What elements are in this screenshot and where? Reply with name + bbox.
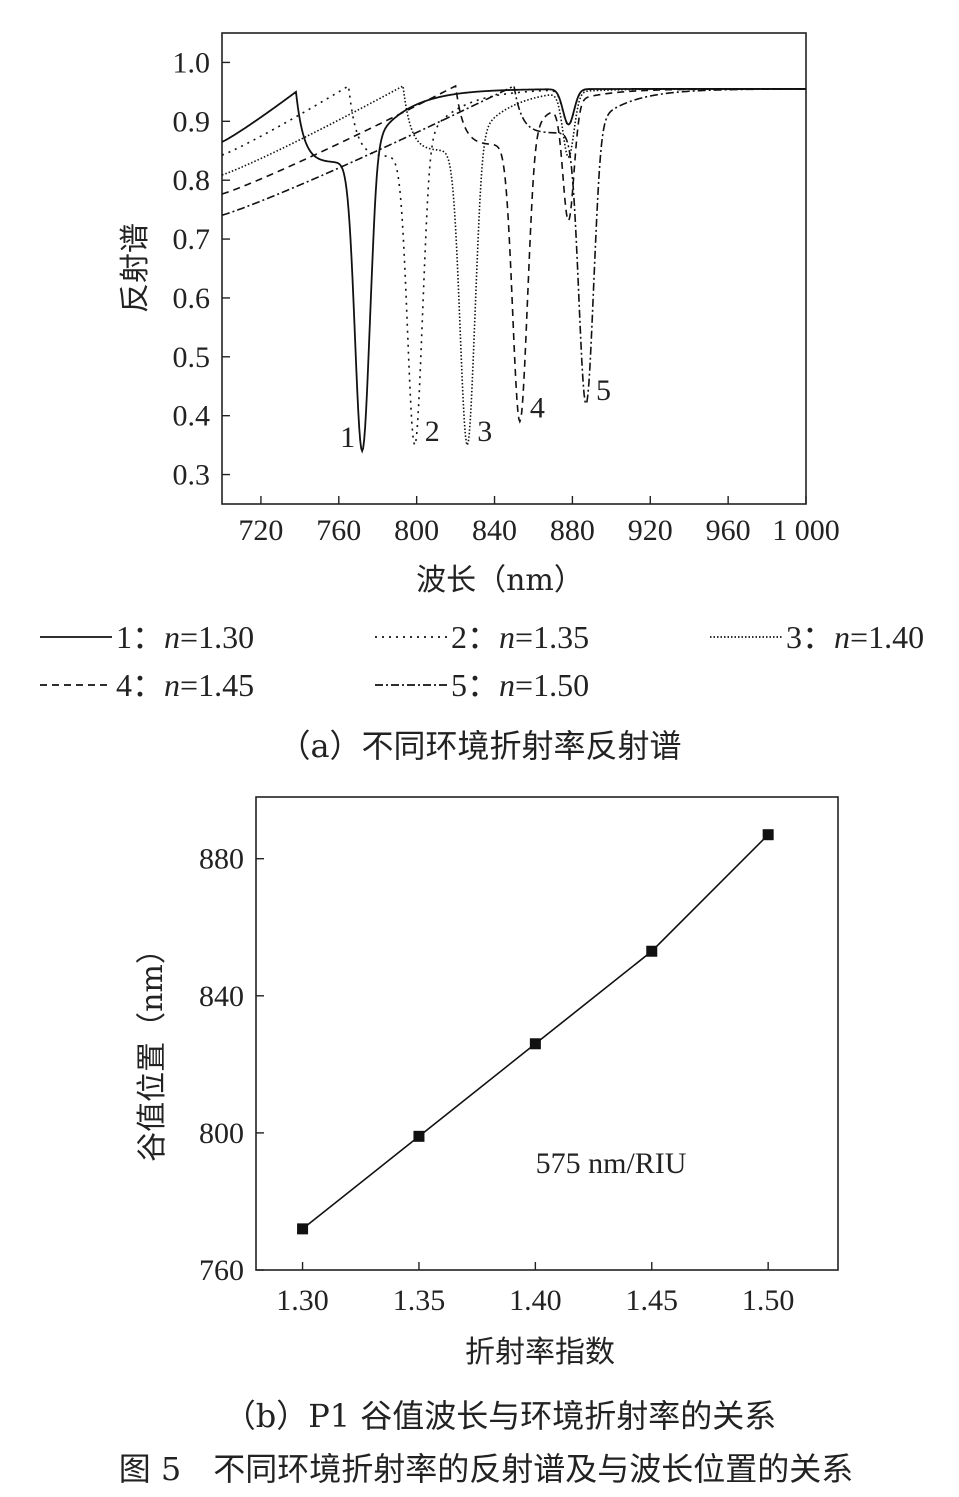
legend-entry-3: 3：n=1.40 (786, 619, 924, 655)
panel-a-curve-label-2: 2 (425, 415, 440, 448)
panel-a-x-axis-label: 波长（nm） (416, 563, 584, 598)
panel-a-y-tick-label: 1.0 (173, 46, 211, 79)
panel-b-x-tick-label: 1.40 (509, 1284, 562, 1317)
panel-a-series-3-line (221, 84, 806, 448)
panel-b-x-tick-label: 1.35 (393, 1284, 446, 1317)
panel-a-y-tick-label: 0.4 (173, 400, 211, 433)
panel-a-x-tick-label: 800 (394, 514, 439, 547)
panel-b-sensitivity-annotation: 575 nm/RIU (536, 1147, 687, 1180)
panel-a-curves (221, 84, 807, 454)
panel-a-x-tick-label: 840 (472, 514, 517, 547)
panel-b-data-point (529, 1038, 541, 1050)
panel-a-curve-label-3: 3 (477, 415, 492, 448)
panel-b-x-tick-label: 1.45 (626, 1284, 679, 1317)
legend-entry-4: 4：n=1.45 (116, 667, 254, 703)
panel-b-series (297, 829, 774, 1235)
panel-a-y-tick-label: 0.5 (173, 341, 211, 374)
panel-a-plot-frame (221, 32, 807, 505)
panel-b-plot-frame (255, 796, 839, 1271)
panel-a-y-ticks: 0.3 0.4 0.5 0.6 0.7 0.8 0.9 1.0 (173, 46, 230, 492)
panel-a-y-tick-label: 0.6 (173, 282, 211, 315)
panel-b-y-ticks: 760 800 840 880 (199, 843, 264, 1287)
panel-a-x-tick-label: 960 (706, 514, 751, 547)
figure-caption: 图 5 不同环境折射率的反射谱及与波长位置的关系 (119, 1450, 854, 1488)
panel-a-series-1-line (221, 88, 806, 454)
panel-a-x-tick-label: 880 (550, 514, 595, 547)
panel-b-x-axis-label: 折射率指数 (465, 1335, 615, 1370)
panel-a-y-axis-label: 反射谱 (118, 223, 153, 313)
panel-b-y-tick-label: 880 (199, 843, 244, 876)
panel-b-data-point (413, 1130, 425, 1142)
panel-a-curve-labels: 1 2 3 4 5 (340, 374, 611, 454)
legend-entry-1: 1：n=1.30 (116, 619, 254, 655)
panel-b-x-tick-label: 1.30 (276, 1284, 329, 1317)
legend-entry-5: 5：n=1.50 (451, 667, 589, 703)
panel-b-data-point (762, 829, 774, 841)
panel-a-x-tick-label: 920 (628, 514, 673, 547)
panel-a-y-tick-label: 0.7 (173, 223, 211, 256)
panel-a-x-tick-label: 720 (238, 514, 283, 547)
panel-a-series-5-line (221, 84, 807, 407)
panel-a-y-tick-label: 0.3 (173, 459, 211, 492)
panel-a-x-ticks: 720 760 800 840 880 920 960 1 000 (238, 496, 840, 547)
panel-a-x-tick-label: 1 000 (772, 514, 840, 547)
panel-b-dip-vs-index: 760 800 840 880 1.30 1.35 1.40 1.45 1.50 575 nm… (135, 796, 839, 1370)
panel-b-y-axis-label: 谷值位置（nm） (135, 934, 170, 1162)
panel-b-y-tick-label: 800 (199, 1117, 244, 1150)
panel-a-caption: （a）不同环境折射率反射谱 (278, 727, 681, 765)
panel-a-curve-label-5: 5 (596, 374, 611, 407)
panel-a-reflectance-spectra: 0.3 0.4 0.5 0.6 0.7 0.8 0.9 1.0 720 760 800 840 880… (118, 32, 840, 598)
panel-a-series-4-line (221, 84, 806, 424)
panel-a-curve-label-1: 1 (340, 421, 355, 454)
panel-a-x-tick-label: 760 (316, 514, 361, 547)
panel-b-y-tick-label: 840 (199, 980, 244, 1013)
panel-b-data-point (297, 1223, 309, 1235)
panel-a-legend: 1：n=1.30 2：n=1.35 3：n=1.40 4：n=1.45 5：n=1.50 (40, 619, 924, 703)
panel-a-series-2-line (221, 84, 806, 448)
panel-b-data-point (646, 945, 658, 957)
panel-b-x-tick-label: 1.50 (742, 1284, 795, 1317)
panel-a-y-tick-label: 0.9 (173, 105, 211, 138)
panel-b-y-tick-label: 760 (199, 1254, 244, 1287)
panel-a-curve-label-4: 4 (530, 392, 545, 425)
panel-a-y-tick-label: 0.8 (173, 164, 211, 197)
legend-entry-2: 2：n=1.35 (451, 619, 589, 655)
panel-b-x-ticks: 1.30 1.35 1.40 1.45 1.50 (276, 1262, 794, 1317)
panel-b-caption: （b）P1 谷值波长与环境折射率的关系 (224, 1397, 777, 1435)
